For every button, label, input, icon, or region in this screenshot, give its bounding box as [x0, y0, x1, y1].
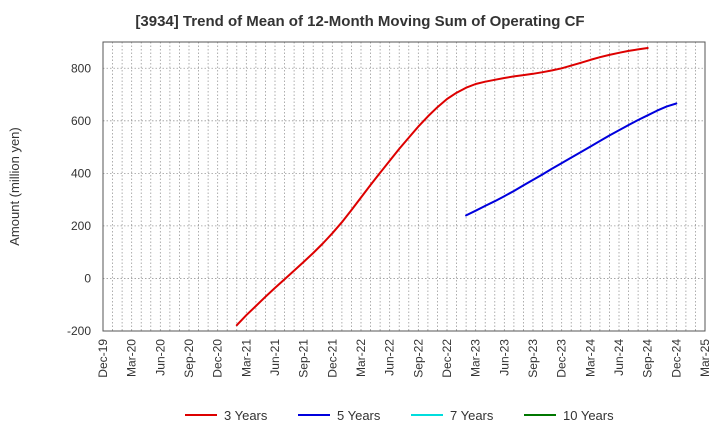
x-tick-label: Jun-23	[497, 339, 511, 376]
legend-label-5-years: 5 Years	[337, 408, 381, 423]
x-tick-label: Dec-22	[440, 339, 454, 378]
y-tick-label: 400	[71, 166, 91, 180]
x-tick-label: Jun-21	[268, 339, 282, 376]
x-tick-label: Jun-20	[153, 339, 167, 376]
x-tick-label: Sep-24	[641, 339, 655, 378]
x-tick-label: Jun-24	[612, 339, 626, 376]
x-tick-label: Mar-22	[354, 339, 368, 377]
x-tick-label: Mar-21	[239, 339, 253, 377]
series-line-5-years	[465, 102, 678, 217]
series-line-3-years	[235, 47, 649, 327]
y-tick-label: 800	[71, 61, 91, 75]
x-tick-label: Dec-20	[211, 339, 225, 378]
x-tick-label: Dec-21	[325, 339, 339, 378]
legend-label-10-years: 10 Years	[563, 408, 614, 423]
plot-frame	[102, 41, 706, 332]
x-tick-label: Mar-24	[583, 339, 597, 377]
x-tick-label: Dec-24	[669, 339, 683, 378]
y-tick-label: 600	[71, 114, 91, 128]
x-tick-label: Sep-20	[182, 339, 196, 378]
x-tick-label: Dec-23	[555, 339, 569, 378]
chart-title: [3934] Trend of Mean of 12-Month Moving …	[135, 13, 585, 30]
x-tick-label: Sep-22	[411, 339, 425, 378]
x-tick-label: Mar-20	[125, 339, 139, 377]
x-tick-label: Sep-23	[526, 339, 540, 378]
x-tick-label: Sep-21	[297, 339, 311, 378]
x-tick-label: Mar-25	[698, 339, 712, 377]
legend-label-3-years: 3 Years	[224, 408, 268, 423]
y-tick-label: 200	[71, 219, 91, 233]
legend-label-7-years: 7 Years	[450, 408, 494, 423]
x-tick-label: Jun-22	[383, 339, 397, 376]
y-tick-label: -200	[67, 324, 91, 338]
x-tick-label: Dec-19	[96, 339, 110, 378]
y-tick-label: 0	[84, 271, 91, 285]
y-axis-label: Amount (million yen)	[7, 127, 22, 246]
x-tick-label: Mar-23	[469, 339, 483, 377]
